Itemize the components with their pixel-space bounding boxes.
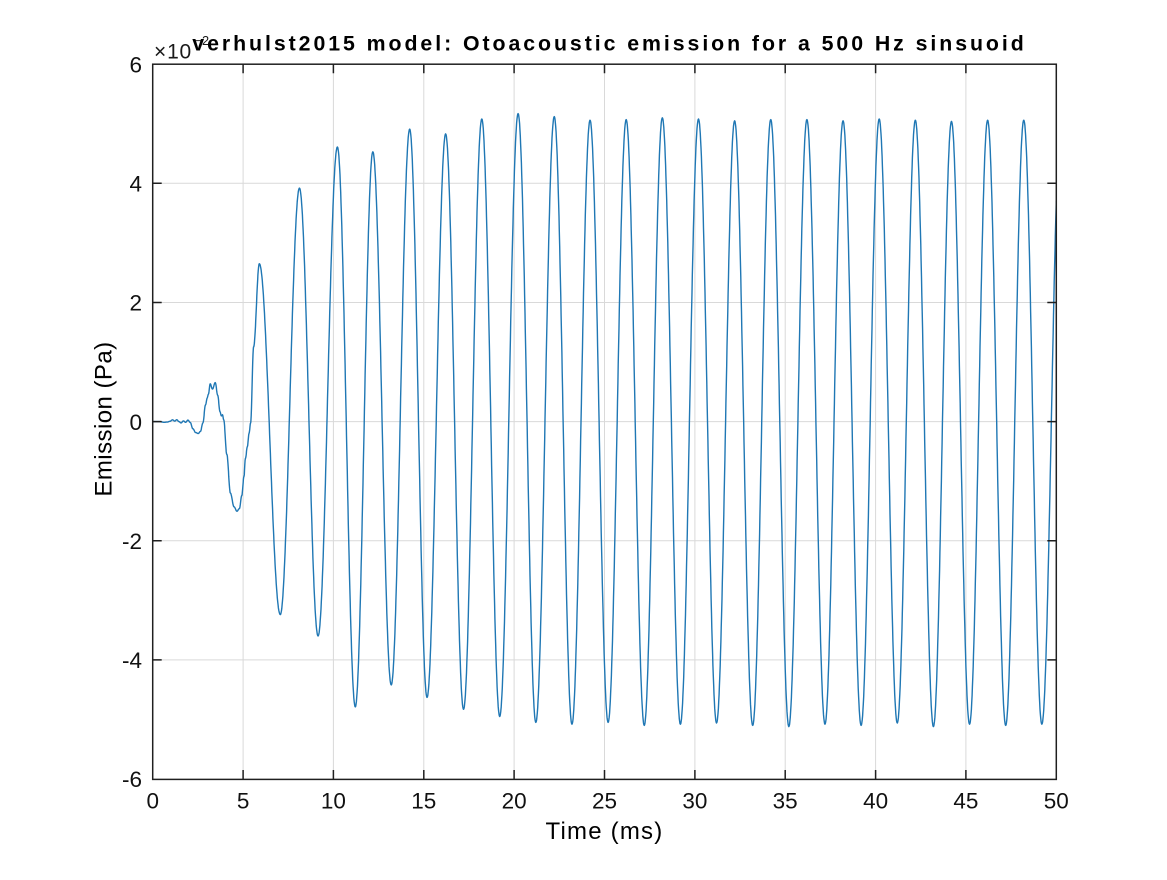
svg-text:20: 20	[502, 789, 527, 814]
svg-text:45: 45	[953, 789, 978, 814]
svg-text:2: 2	[129, 291, 142, 316]
svg-text:40: 40	[863, 789, 888, 814]
svg-text:6: 6	[129, 52, 142, 77]
svg-text:10: 10	[321, 789, 346, 814]
svg-text:35: 35	[773, 789, 798, 814]
svg-text:-2: -2	[122, 529, 142, 554]
svg-text:Time (ms): Time (ms)	[546, 818, 664, 845]
svg-text:30: 30	[682, 789, 707, 814]
svg-text:15: 15	[411, 789, 436, 814]
svg-text:-6: -6	[122, 767, 142, 792]
svg-text:25: 25	[592, 789, 617, 814]
svg-text:0: 0	[129, 410, 142, 435]
svg-text:5: 5	[237, 789, 250, 814]
svg-text:4: 4	[129, 172, 142, 197]
svg-text:-4: -4	[122, 648, 142, 673]
svg-text:verhulst2015 model: Otoacousti: verhulst2015 model: Otoacoustic emission…	[192, 32, 1026, 56]
svg-text:Emission (Pa): Emission (Pa)	[91, 341, 118, 496]
svg-text:50: 50	[1044, 789, 1069, 814]
svg-text:0: 0	[146, 789, 159, 814]
